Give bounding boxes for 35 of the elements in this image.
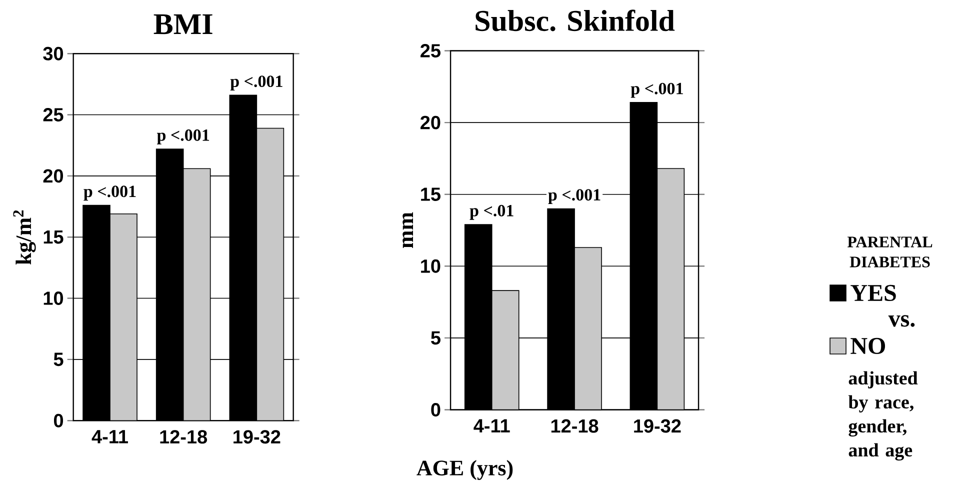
x-tick-label: 12-18 bbox=[551, 419, 598, 433]
annotation: p <.001 bbox=[630, 82, 683, 98]
annotation: p <.001 bbox=[156, 129, 210, 144]
y-tick-label: 25 bbox=[43, 108, 64, 122]
annotation: p <.001 bbox=[548, 188, 600, 204]
y-tick-label: 30 bbox=[43, 46, 64, 60]
x-axis-title: AGE (yrs) bbox=[416, 460, 513, 480]
y-tick-label: 25 bbox=[420, 44, 440, 58]
x-tick-label: 19-32 bbox=[634, 419, 681, 433]
y-tick-label: 15 bbox=[44, 230, 64, 244]
y-tick-label: 10 bbox=[44, 291, 64, 305]
y-tick-label: 20 bbox=[420, 116, 440, 130]
y-tick-label: 5 bbox=[431, 331, 440, 344]
y-axis-title: kg/m$^{2}$ bbox=[13, 210, 36, 264]
legend-title: PARENTAL DIABETES bbox=[847, 236, 932, 268]
y-tick-label: 0 bbox=[54, 414, 64, 428]
annotation: p <.01 bbox=[470, 204, 514, 220]
chart-title: BMI bbox=[154, 14, 212, 34]
text: vs. bbox=[888, 315, 915, 327]
annotation: p <.001 bbox=[230, 75, 282, 90]
y-tick-label: 15 bbox=[421, 188, 440, 201]
x-tick-label: 4-11 bbox=[474, 419, 510, 432]
text: adjusted by race, gender, and age bbox=[848, 371, 918, 460]
x-tick-label: 4-11 bbox=[92, 430, 128, 444]
y-tick-label: 20 bbox=[43, 169, 64, 183]
legend-label: YES bbox=[850, 284, 896, 301]
y-tick-label: 5 bbox=[54, 352, 64, 366]
x-tick-label: 19-32 bbox=[234, 430, 280, 444]
y-tick-label: 0 bbox=[431, 402, 440, 416]
y-tick-label: 10 bbox=[421, 259, 440, 273]
x-tick-label: 12-18 bbox=[160, 430, 208, 444]
y-axis-title: mm bbox=[402, 212, 414, 248]
annotation: p <.001 bbox=[84, 186, 136, 200]
legend-label: NO bbox=[850, 338, 886, 354]
chart-title: Subsc. Skinfold bbox=[476, 10, 675, 32]
